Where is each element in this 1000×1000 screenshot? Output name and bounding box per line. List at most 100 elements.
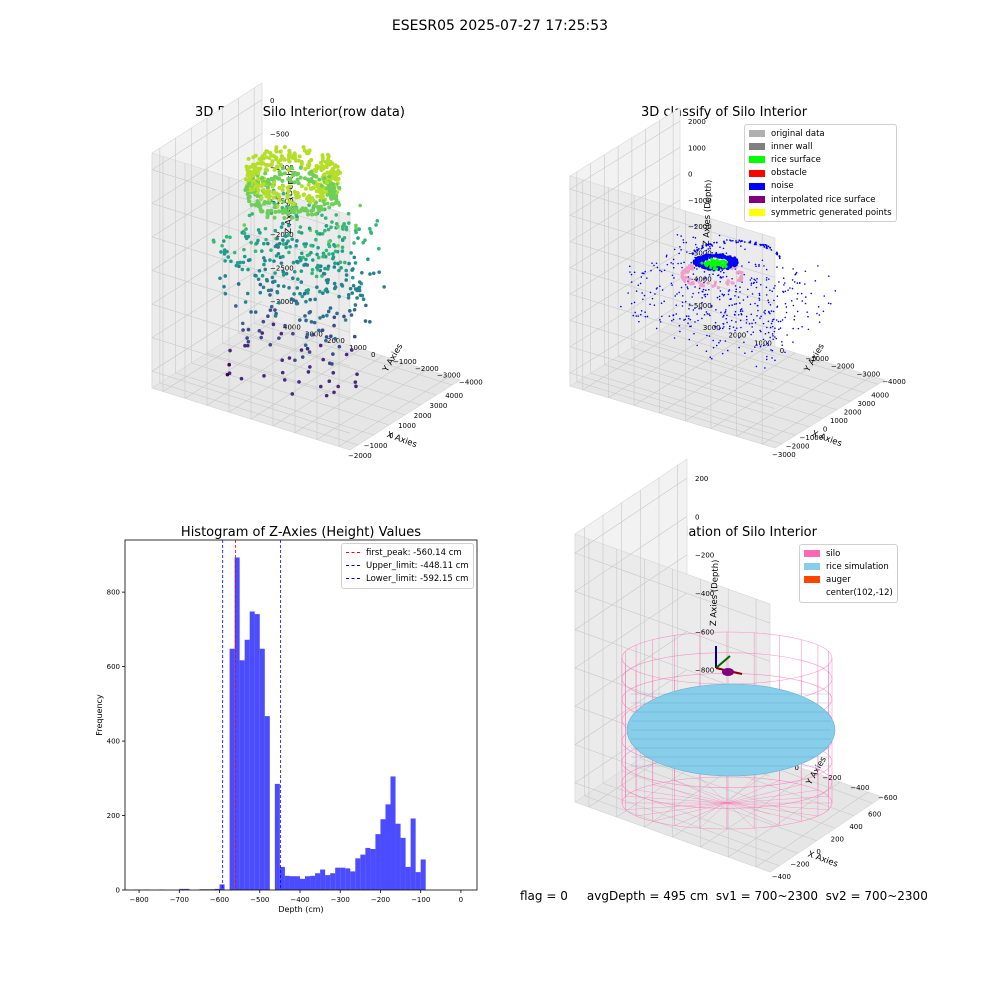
- y-gridline: [316, 369, 428, 440]
- noise-point: [768, 278, 770, 280]
- raw-point: [271, 322, 276, 327]
- raw-point: [275, 236, 279, 241]
- raw-point: [323, 266, 327, 271]
- noise-point: [722, 294, 725, 297]
- noise-point: [719, 340, 722, 342]
- raw-point: [340, 245, 345, 250]
- raw-point: [261, 319, 266, 324]
- raw-point: [325, 289, 330, 294]
- noise-point: [784, 302, 787, 305]
- noise-point: [741, 265, 743, 267]
- x-tick-label: −400: [290, 896, 309, 904]
- noise-point: [789, 287, 791, 289]
- raw-point: [322, 202, 327, 207]
- raw-point: [326, 309, 331, 314]
- raw-point: [289, 166, 294, 171]
- legend-label: auger: [826, 574, 851, 585]
- y-gridline: [710, 360, 822, 429]
- z-gridline: [569, 252, 776, 383]
- raw-point: [222, 284, 226, 289]
- noise-point: [763, 245, 766, 248]
- noise-point: [753, 281, 755, 284]
- noise-point: [759, 317, 761, 319]
- raw-point: [303, 343, 308, 348]
- raw-point: [340, 224, 345, 229]
- noise-point: [709, 254, 713, 258]
- noise-point: [733, 256, 737, 260]
- noise-point: [630, 281, 633, 283]
- noise-point: [804, 302, 807, 305]
- raw-point: [357, 280, 362, 284]
- noise-point: [655, 288, 658, 290]
- raw-point: [320, 328, 325, 333]
- raw-point: [304, 242, 309, 246]
- noise-point: [756, 314, 758, 317]
- raw-point: [331, 196, 336, 201]
- raw-point: [319, 194, 324, 199]
- raw-point: [275, 289, 280, 294]
- x-axis-label: Depth (cm): [278, 905, 323, 914]
- noise-point: [740, 245, 742, 247]
- noise-point: [705, 350, 708, 353]
- raw-point: [299, 231, 304, 235]
- noise-point: [804, 270, 807, 273]
- y-gridline: [755, 791, 869, 868]
- noise-point: [692, 273, 695, 275]
- noise-point: [749, 241, 752, 244]
- y-tick-label: 1000: [754, 339, 772, 347]
- noise-point: [698, 263, 702, 267]
- raw-point: [313, 297, 317, 302]
- noise-point: [744, 352, 746, 354]
- noise-point: [659, 319, 661, 321]
- raw-point: [315, 194, 320, 199]
- noise-point: [651, 297, 654, 300]
- noise-point: [632, 314, 635, 317]
- noise-point: [817, 306, 820, 308]
- raw-point: [281, 273, 286, 277]
- noise-point: [726, 314, 728, 317]
- raw-point: [333, 336, 337, 341]
- silo-wireframe: [726, 802, 755, 829]
- noise-point: [650, 269, 652, 272]
- histogram-bar: [234, 557, 240, 890]
- raw-point: [297, 318, 302, 322]
- raw-point: [281, 183, 286, 188]
- noise-point: [765, 268, 768, 271]
- noise-point: [635, 315, 638, 317]
- noise-point: [705, 289, 707, 291]
- noise-point: [764, 332, 767, 335]
- noise-point: [666, 263, 669, 266]
- histogram-bar: [249, 611, 255, 890]
- rice-surface-point: [713, 265, 717, 269]
- raw-point: [332, 323, 336, 328]
- noise-point: [656, 266, 659, 269]
- raw-point: [259, 335, 263, 340]
- raw-point: [268, 150, 273, 155]
- y-tick-label: 800: [107, 589, 120, 597]
- noise-point: [755, 286, 758, 289]
- raw-point: [352, 241, 356, 245]
- raw-point: [300, 206, 305, 211]
- raw-point: [347, 221, 351, 225]
- noise-point: [765, 286, 768, 289]
- noise-point: [673, 337, 676, 339]
- raw-point: [318, 191, 323, 196]
- noise-point: [772, 338, 774, 341]
- noise-point: [702, 290, 704, 293]
- y-gridline: [736, 368, 847, 437]
- noise-point: [694, 250, 696, 253]
- raw-point: [224, 234, 229, 239]
- raw-point: [232, 250, 237, 255]
- z-tick-label: 0: [688, 171, 692, 179]
- raw-point: [318, 384, 323, 389]
- raw-point: [318, 289, 322, 294]
- noise-point: [634, 311, 636, 314]
- raw-point: [354, 226, 358, 230]
- raw-point: [296, 277, 300, 281]
- noise-point: [687, 322, 689, 325]
- noise-point: [637, 284, 640, 286]
- raw-point: [327, 361, 332, 366]
- raw-point: [332, 315, 337, 320]
- raw-point: [289, 209, 294, 214]
- raw-point: [358, 293, 363, 298]
